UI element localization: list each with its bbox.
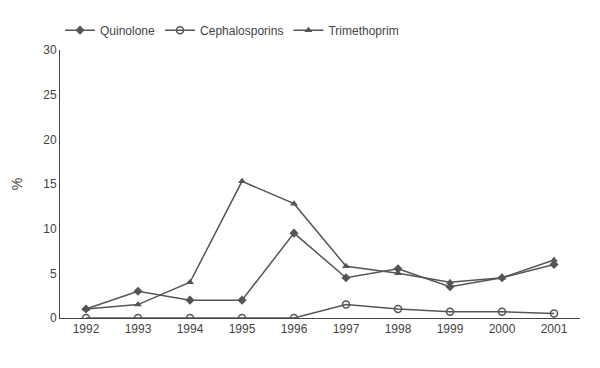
svg-text:2000: 2000	[489, 322, 516, 336]
svg-text:20: 20	[43, 133, 57, 147]
svg-text:1998: 1998	[385, 322, 412, 336]
svg-text:0: 0	[50, 311, 57, 325]
svg-text:1993: 1993	[125, 322, 152, 336]
svg-text:Quinolone: Quinolone	[100, 24, 155, 38]
svg-text:10: 10	[43, 222, 57, 236]
svg-text:1997: 1997	[333, 322, 360, 336]
svg-text:1999: 1999	[437, 322, 464, 336]
svg-text:2001: 2001	[541, 322, 568, 336]
svg-text:25: 25	[43, 88, 57, 102]
svg-text:Cephalosporins: Cephalosporins	[200, 24, 283, 38]
svg-text:30: 30	[43, 43, 57, 57]
svg-text:1996: 1996	[281, 322, 308, 336]
svg-text:15: 15	[43, 177, 57, 191]
svg-text:5: 5	[50, 267, 57, 281]
svg-text:%: %	[9, 178, 25, 190]
svg-text:Trimethoprim: Trimethoprim	[328, 24, 398, 38]
svg-text:1992: 1992	[73, 322, 100, 336]
svg-text:1995: 1995	[229, 322, 256, 336]
svg-text:1994: 1994	[177, 322, 204, 336]
